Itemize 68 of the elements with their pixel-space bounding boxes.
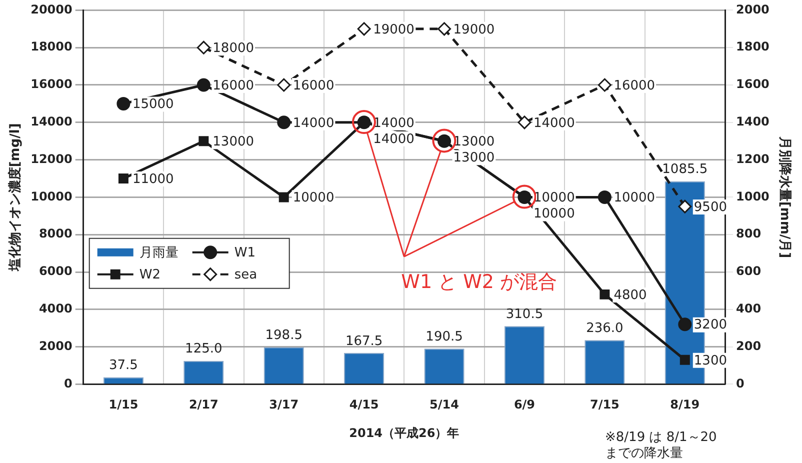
data-label: 10000 xyxy=(292,190,334,206)
data-label: 190.5 xyxy=(426,329,463,344)
y-tick-label: 10000 xyxy=(30,189,72,204)
x-tick-label: 2/17 xyxy=(188,398,218,412)
x-tick-label: 8/19 xyxy=(670,398,700,412)
data-label: 310.5 xyxy=(506,307,544,322)
y2-axis-title: 月別降水量[mm/月] xyxy=(776,135,792,258)
data-label: 236.0 xyxy=(586,320,624,336)
y2-tick-label: 2000 xyxy=(736,2,770,16)
data-label: 19000 xyxy=(453,22,495,38)
data-label: 14000 xyxy=(533,116,575,131)
data-label: 1085.5 xyxy=(662,162,708,178)
y-tick-label: 14000 xyxy=(30,114,72,129)
y2-tick-label: 1400 xyxy=(736,114,770,129)
x-tick-label: 1/15 xyxy=(108,398,138,412)
y-tick-label: 12000 xyxy=(30,152,72,166)
legend-label: W2 xyxy=(139,268,160,283)
data-label: 14000 xyxy=(292,116,334,131)
data-label: 1300 xyxy=(694,353,727,368)
data-label: 13000 xyxy=(212,134,254,150)
y2-tick-label: 800 xyxy=(736,226,762,241)
x-tick-label: 5/14 xyxy=(430,398,459,412)
data-label: 16000 xyxy=(614,78,656,94)
y-tick-label: 20000 xyxy=(30,2,72,16)
data-label: 14000 xyxy=(373,132,414,147)
y-tick-label: 16000 xyxy=(30,77,72,92)
x-tick-label: 7/15 xyxy=(590,398,620,412)
data-label: 37.5 xyxy=(108,358,138,374)
x-tick-label: 4/15 xyxy=(349,398,379,412)
text: ※8/19 は 8/1～20 までの降水量 xyxy=(605,430,717,461)
data-label: 167.5 xyxy=(345,334,383,349)
data-label: 10000 xyxy=(533,206,575,222)
x-tick-label: 3/17 xyxy=(269,398,299,412)
x-axis-title: 2014（平成26）年 xyxy=(349,426,460,440)
data-label: 14000 xyxy=(373,116,414,131)
data-label: 16000 xyxy=(212,78,254,94)
data-label: 198.5 xyxy=(265,328,302,343)
y-tick-label: 18000 xyxy=(30,40,72,54)
y2-tick-label: 1600 xyxy=(736,77,770,92)
y-tick-label: 2000 xyxy=(38,338,72,353)
data-label: 18000 xyxy=(212,40,254,56)
y-axis-title: 塩化物イオン濃度[mg/l] xyxy=(7,123,24,272)
data-label: 3200 xyxy=(694,318,727,333)
data-label: 125.0 xyxy=(185,342,222,357)
y-tick-label: 8000 xyxy=(38,226,72,241)
data-label: 16000 xyxy=(292,78,334,94)
y-tick-label: 4000 xyxy=(38,302,72,316)
data-label: 10000 xyxy=(614,190,656,206)
annotation: W1 と W2 が混合 xyxy=(401,270,558,293)
y2-tick-label: 1200 xyxy=(736,152,770,166)
y2-tick-label: 600 xyxy=(736,264,762,278)
data-label: 4800 xyxy=(614,288,647,303)
legend-label: 月雨量 xyxy=(139,246,178,261)
x-tick-label: 6/9 xyxy=(514,398,536,412)
y2-tick-label: 1000 xyxy=(736,189,770,204)
y2-tick-label: 400 xyxy=(736,302,762,316)
data-label: 13000 xyxy=(453,150,495,166)
legend-label: sea xyxy=(234,268,258,283)
y2-tick-label: 0 xyxy=(736,376,744,390)
data-label: 9500 xyxy=(694,200,727,215)
y-tick-label: 0 xyxy=(64,376,72,390)
data-label: 19000 xyxy=(373,22,414,38)
data-label: 11000 xyxy=(132,172,174,187)
y2-tick-label: 1800 xyxy=(736,40,770,54)
y2-tick-label: 200 xyxy=(736,338,762,353)
y-tick-label: 6000 xyxy=(38,264,72,278)
legend-label: W1 xyxy=(234,246,256,261)
data-label: 15000 xyxy=(132,97,174,112)
